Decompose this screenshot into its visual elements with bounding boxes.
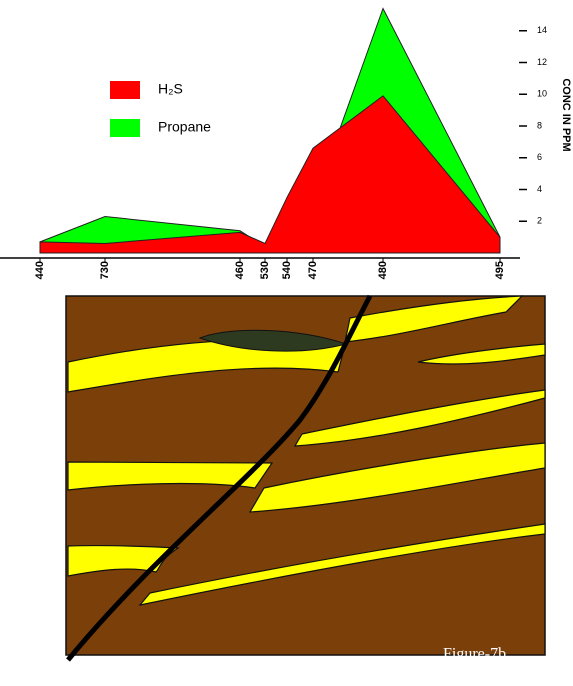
legend-swatch [110, 81, 140, 99]
figure-label: Figure-7b [443, 646, 506, 663]
cross-section: Figure-7b [66, 296, 545, 663]
legend-label: H₂S [158, 81, 183, 97]
chart: 440 730 460 530 540 470 480 495 2 4 6 8 10 12 14 CONC I… [0, 0, 573, 681]
y-tick-label: 10 [537, 89, 547, 99]
plot: 440 730 460 530 540 470 480 495 2 4 6 8 10 12 14 CONC I… [0, 9, 572, 280]
x-tick-label: 480 [377, 261, 389, 279]
x-tick-label: 440 [34, 261, 46, 279]
x-tick-label: 730 [99, 261, 111, 279]
x-tick-label: 530 [259, 261, 271, 279]
legend-label: Propane [158, 119, 211, 135]
x-tick-label: 470 [307, 261, 319, 279]
y-tick-label: 8 [537, 120, 542, 130]
x-tick-label: 495 [494, 261, 506, 279]
y-tick-label: 4 [537, 184, 542, 194]
y-tick-label: 14 [537, 25, 547, 35]
y-tick-label: 12 [537, 57, 547, 67]
x-tick-label: 540 [281, 261, 293, 279]
y-tick-label: 2 [537, 216, 542, 226]
page: 440 730 460 530 540 470 480 495 2 4 6 8 10 12 14 CONC I… [0, 0, 573, 686]
x-tick-label: 460 [234, 261, 246, 279]
y-tick-label: 6 [537, 152, 542, 162]
y-axis-label: CONC IN PPM [560, 78, 572, 151]
legend-swatch [110, 119, 140, 137]
